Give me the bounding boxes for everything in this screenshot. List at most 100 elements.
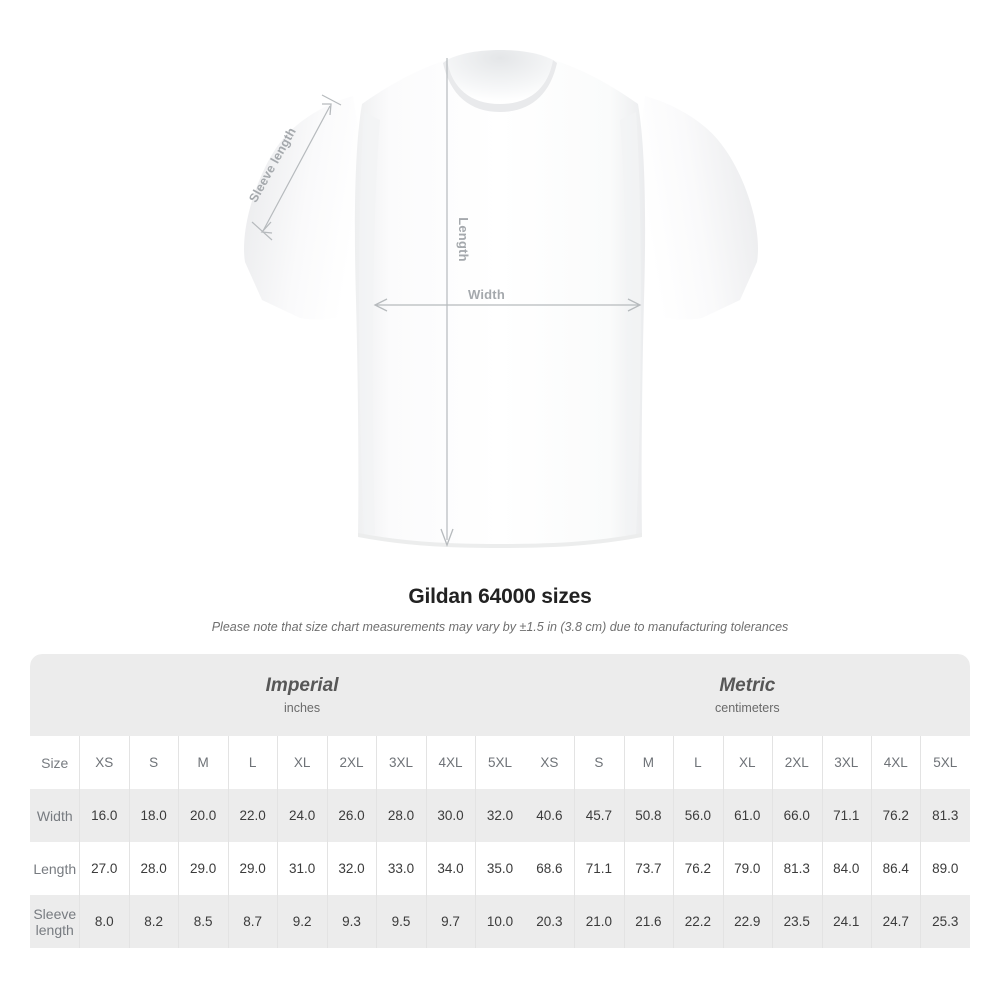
width-label: Width [468, 287, 505, 302]
measurement-cell-metric: 79.0 [722, 842, 773, 895]
measurement-cell-imperial: 29.0 [227, 842, 278, 895]
left-sleeve [244, 96, 366, 320]
measurement-cell-metric: 24.7 [870, 895, 921, 948]
measurement-cell-imperial: 9.5 [376, 895, 426, 948]
measurement-cell-imperial: 22.0 [227, 789, 278, 842]
measurement-cell-metric: 66.0 [772, 789, 822, 842]
size-table: Imperial inches Metric centimeters Size XS S M L… [30, 654, 970, 948]
size-header-cell: 4XL [425, 736, 476, 789]
measurement-cell-metric: 21.0 [574, 895, 624, 948]
measurement-cell-imperial: 8.7 [227, 895, 278, 948]
tolerance-note: Please note that size chart measurements… [211, 620, 789, 634]
size-header-cell: M [178, 736, 228, 789]
measurement-cell-metric: 50.8 [623, 789, 674, 842]
measurement-cell-metric: 25.3 [920, 895, 970, 948]
measurement-cell-imperial: 10.0 [475, 895, 525, 948]
measurement-cell-imperial: 26.0 [326, 789, 377, 842]
size-header-cell: M [623, 736, 674, 789]
unit-banner-row: Imperial inches Metric centimeters [30, 654, 970, 736]
measurement-cell-metric: 73.7 [623, 842, 674, 895]
tshirt-illustration [244, 50, 758, 548]
table-row: Length 27.0 28.0 29.0 29.0 31.0 32.0 33.0 34.0 35… [30, 842, 970, 895]
table-row: Width 16.0 18.0 20.0 22.0 24.0 26.0 28.0 30.0 32.… [30, 789, 970, 842]
measurement-cell-imperial: 9.2 [277, 895, 327, 948]
row-label: Sleeve length [30, 895, 80, 948]
measurement-cell-metric: 86.4 [870, 842, 921, 895]
measurement-cell-imperial: 28.0 [376, 789, 426, 842]
sleeve-tick-top [321, 94, 342, 106]
length-label: Length [455, 217, 471, 262]
measurement-cell-metric: 71.1 [574, 842, 624, 895]
length-arrowhead-bottom [440, 528, 454, 547]
size-header-row: Size XS S M L XL 2XL 3XL 4XL 5XL XS S M L XL 2XL 3XL 4XL 5… [30, 736, 970, 789]
collar [447, 50, 553, 104]
measurement-cell-metric: 68.6 [524, 842, 575, 895]
measurement-cell-metric: 76.2 [870, 789, 921, 842]
size-header-cell: 5XL [920, 736, 970, 789]
size-table-container: Imperial inches Metric centimeters Size XS S M L… [30, 654, 970, 948]
unit-group-name: Metric [719, 675, 776, 697]
page-title: Gildan 64000 sizes [408, 585, 592, 608]
measurement-cell-imperial: 29.0 [178, 842, 228, 895]
size-header-cell: XS [79, 736, 129, 789]
measurement-cell-metric: 20.3 [524, 895, 575, 948]
size-header-cell: 4XL [870, 736, 921, 789]
row-label: Width [30, 789, 80, 842]
measurement-cell-imperial: 24.0 [277, 789, 327, 842]
measurement-cell-imperial: 32.0 [326, 842, 377, 895]
unit-group-imperial: Imperial inches [79, 654, 525, 736]
measurement-cell-imperial: 31.0 [277, 842, 327, 895]
size-header-cell: L [673, 736, 723, 789]
measurement-cell-metric: 76.2 [673, 842, 723, 895]
measurement-cell-imperial: 9.3 [326, 895, 377, 948]
measurement-cell-imperial: 34.0 [425, 842, 476, 895]
measurement-cell-metric: 84.0 [821, 842, 871, 895]
measurement-cell-imperial: 27.0 [79, 842, 129, 895]
size-column-header: Size [30, 736, 80, 789]
size-chart-heading: Gildan 64000 sizes Please note that size… [0, 585, 1000, 634]
measurement-cell-imperial: 8.0 [79, 895, 129, 948]
unit-group-name: Imperial [265, 675, 339, 697]
width-arrowhead-left [373, 298, 388, 312]
size-header-cell: S [574, 736, 624, 789]
unit-banner-spacer [30, 654, 80, 736]
size-header-cell: XL [722, 736, 773, 789]
measurement-cell-imperial: 28.0 [128, 842, 179, 895]
measurement-cell-metric: 56.0 [673, 789, 723, 842]
unit-group-subtitle: inches [284, 700, 321, 715]
measurement-cell-imperial: 20.0 [178, 789, 228, 842]
row-label: Length [30, 842, 80, 895]
size-header-cell: S [128, 736, 179, 789]
right-sleeve [636, 96, 758, 320]
measurement-cell-imperial: 30.0 [425, 789, 476, 842]
collar-ribbing [443, 60, 557, 112]
size-header-cell: XL [277, 736, 327, 789]
measurement-cell-metric: 61.0 [722, 789, 773, 842]
measurement-cell-metric: 45.7 [574, 789, 624, 842]
measurement-cell-metric: 22.2 [673, 895, 723, 948]
body-fold-left [359, 112, 380, 535]
measurement-cell-metric: 22.9 [722, 895, 773, 948]
size-header-cell: L [227, 736, 278, 789]
size-header-cell: XS [524, 736, 575, 789]
measurement-cell-metric: 23.5 [772, 895, 822, 948]
unit-group-subtitle: centimeters [715, 700, 780, 715]
body-fold-right [620, 112, 641, 535]
shirt-body [354, 55, 646, 546]
size-header-cell: 5XL [475, 736, 525, 789]
measurement-cell-imperial: 32.0 [475, 789, 525, 842]
hem [358, 533, 642, 548]
measurement-cell-metric: 81.3 [920, 789, 970, 842]
sleeve-tick-bottom [251, 221, 273, 241]
size-header-cell: 3XL [821, 736, 871, 789]
sleeve-line [262, 105, 331, 232]
measurement-lines [251, 58, 642, 547]
sleeve-arrowhead-top [322, 103, 332, 116]
measurement-cell-metric: 21.6 [623, 895, 674, 948]
width-arrowhead-right [627, 298, 642, 312]
size-header-cell: 2XL [772, 736, 822, 789]
measurement-cell-metric: 89.0 [920, 842, 970, 895]
measurement-cell-imperial: 18.0 [128, 789, 179, 842]
sleeve-arrowhead-bottom [260, 221, 273, 234]
size-header-cell: 2XL [326, 736, 377, 789]
